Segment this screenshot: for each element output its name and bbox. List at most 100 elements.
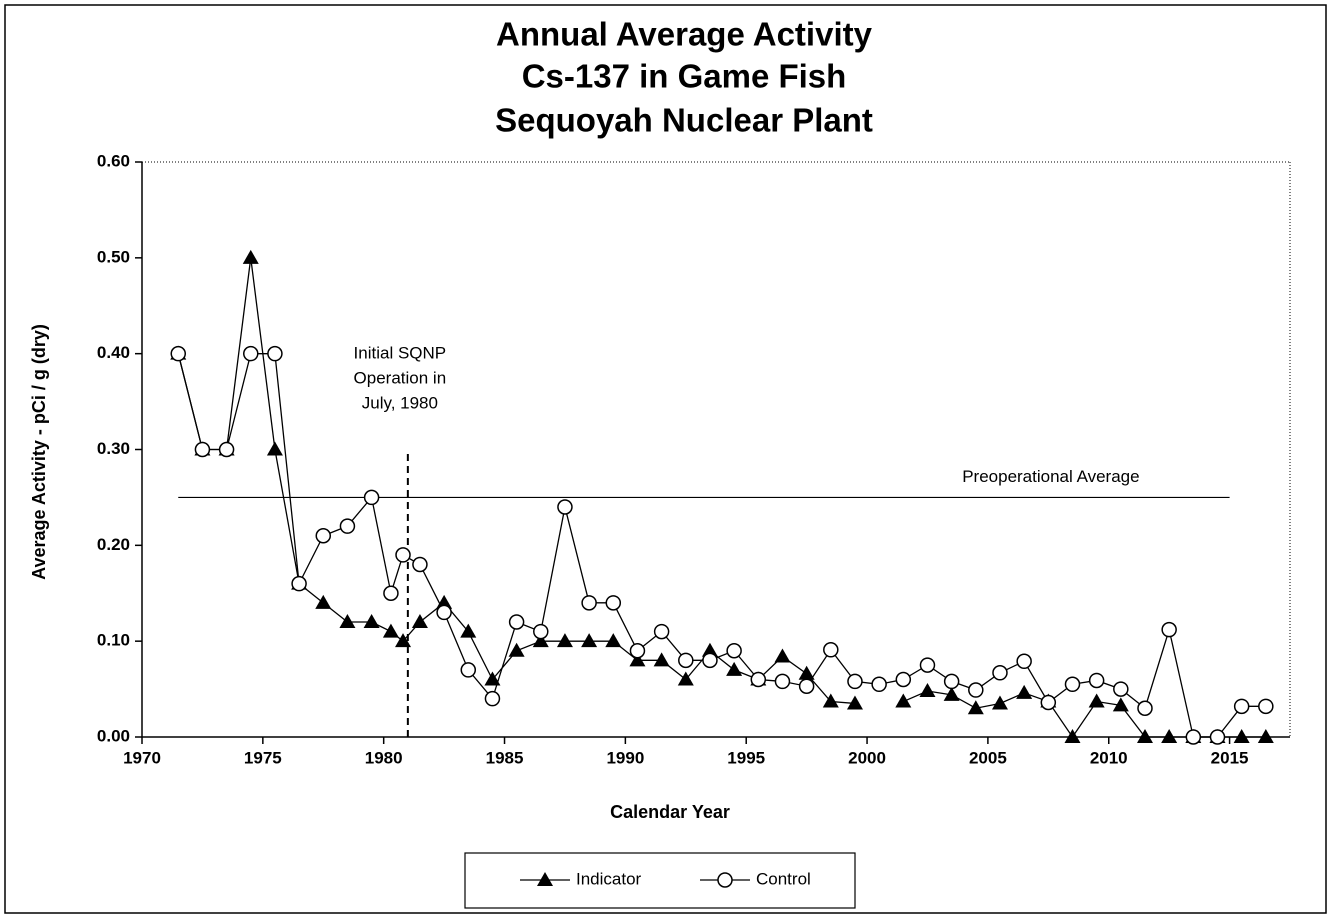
data-point (315, 594, 332, 609)
data-point (556, 633, 573, 648)
data-point (315, 528, 332, 544)
data-point (581, 633, 598, 648)
legend-label: Control (756, 869, 811, 888)
legend-marker (717, 872, 733, 888)
data-point (895, 693, 912, 708)
data-point (484, 690, 501, 707)
data-point (726, 661, 743, 676)
data-point (895, 671, 912, 688)
data-point (194, 441, 211, 458)
data-point (581, 595, 597, 611)
chart-title: Cs-137 in Game Fish (522, 58, 847, 95)
x-tick-label: 1980 (365, 748, 403, 767)
data-point (395, 633, 412, 648)
data-point (677, 671, 694, 686)
data-point (557, 499, 573, 515)
reference-label: Preoperational Average (962, 467, 1139, 486)
y-tick-label: 0.40 (97, 343, 130, 362)
data-point (1161, 729, 1178, 743)
y-tick-label: 0.50 (97, 247, 130, 266)
data-point (798, 665, 815, 680)
data-point (1088, 672, 1105, 689)
data-point (823, 642, 839, 658)
data-point (243, 345, 259, 362)
data-point (1161, 621, 1177, 638)
y-tick-label: 0.10 (97, 631, 130, 650)
data-point (919, 683, 936, 697)
data-point (1258, 698, 1274, 715)
data-point (1016, 653, 1032, 670)
data-point (436, 594, 453, 609)
data-point (605, 633, 622, 648)
data-point (967, 700, 984, 715)
y-tick-label: 0.00 (97, 726, 130, 745)
data-point (267, 345, 283, 362)
data-point (629, 652, 646, 667)
data-point (822, 693, 839, 708)
y-axis-title: Average Activity - pCi / g (dry) (29, 324, 49, 580)
data-point (533, 623, 549, 640)
data-point (846, 695, 863, 710)
legend-marker (537, 872, 553, 886)
data-point (1064, 729, 1081, 743)
data-point (847, 673, 863, 690)
data-point (412, 556, 428, 573)
event-label: July, 1980 (362, 393, 438, 412)
data-point (1040, 694, 1057, 711)
data-point (871, 676, 887, 693)
data-point (919, 657, 936, 673)
data-point (460, 623, 477, 638)
data-point (1185, 729, 1202, 745)
data-point (992, 665, 1008, 681)
data-point (750, 671, 767, 688)
x-tick-label: 2000 (848, 748, 886, 767)
data-point (726, 643, 742, 659)
data-point (1209, 729, 1226, 745)
data-point (508, 614, 525, 630)
data-point (701, 642, 718, 657)
x-tick-label: 1985 (486, 748, 524, 767)
data-point (943, 673, 960, 690)
data-point (653, 652, 670, 667)
chart-title: Sequoyah Nuclear Plant (495, 102, 873, 139)
data-point (968, 682, 984, 698)
data-point (242, 249, 259, 264)
x-axis-title: Calendar Year (610, 802, 730, 822)
data-point (1088, 693, 1105, 708)
data-point (943, 686, 960, 701)
data-point (170, 345, 187, 362)
x-tick-label: 2010 (1090, 748, 1128, 767)
data-point (363, 614, 380, 628)
data-point (629, 643, 646, 659)
data-point (460, 662, 477, 678)
data-point (605, 595, 622, 611)
event-label: Initial SQNP (354, 343, 447, 362)
data-point (339, 614, 356, 628)
data-point (411, 614, 428, 628)
data-point (1113, 681, 1129, 697)
legend-label: Indicator (576, 869, 642, 888)
data-point (774, 673, 791, 690)
data-point (1233, 729, 1250, 743)
data-point (383, 585, 399, 601)
data-point (436, 604, 452, 621)
x-tick-label: 1990 (606, 748, 644, 767)
data-point (653, 623, 670, 640)
data-point (1016, 684, 1033, 699)
data-point (218, 441, 235, 458)
data-point (1233, 698, 1250, 715)
data-point (291, 575, 307, 592)
data-point (1064, 676, 1081, 693)
data-point (798, 678, 815, 694)
x-tick-label: 1975 (244, 748, 282, 767)
x-tick-label: 1995 (727, 748, 765, 767)
data-point (702, 652, 718, 669)
y-tick-label: 0.30 (97, 439, 130, 458)
data-point (1136, 729, 1153, 743)
y-tick-label: 0.60 (97, 151, 130, 170)
data-point (382, 623, 399, 638)
x-tick-label: 2005 (969, 748, 1007, 767)
data-point (532, 633, 549, 648)
data-point (1137, 700, 1153, 716)
